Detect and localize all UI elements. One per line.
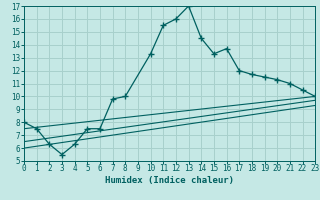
X-axis label: Humidex (Indice chaleur): Humidex (Indice chaleur) bbox=[105, 176, 234, 185]
